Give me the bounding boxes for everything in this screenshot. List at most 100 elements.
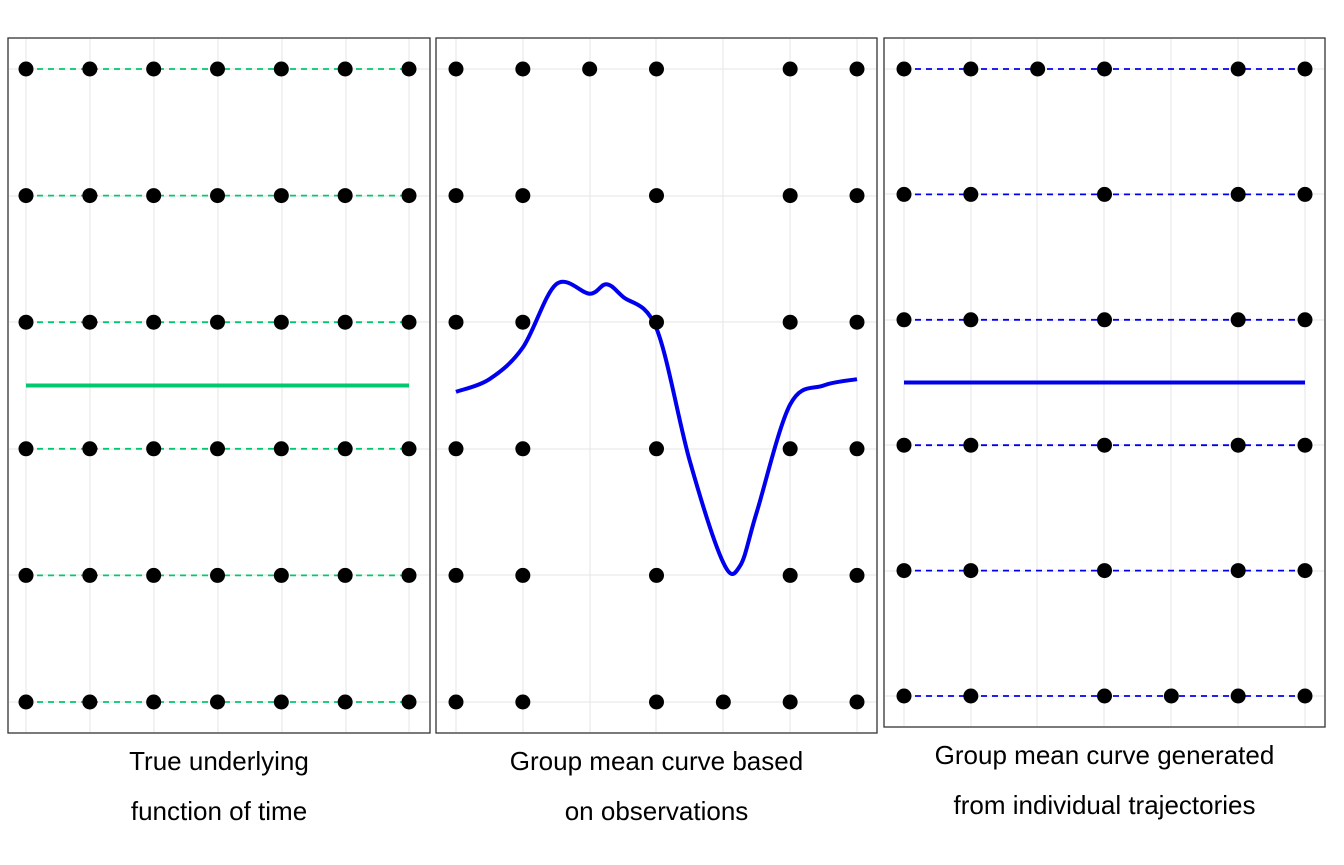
panel-3-point-5-3 [1097, 563, 1112, 579]
panel-3-point-4-2 [963, 437, 979, 453]
panel-1-point-5-5 [273, 567, 289, 583]
panel-1-point-6-5 [273, 694, 289, 710]
panel-2-caption: Group mean curve based on observations [436, 736, 877, 836]
panel-3-point-1-4 [1097, 61, 1112, 77]
panel-2-point-6-3 [649, 694, 664, 710]
panel-3-point-4-4 [1230, 437, 1246, 453]
panel-2-point-6-6 [849, 694, 865, 710]
panel-1-point-3-4 [210, 314, 225, 330]
panel-2-point-3-2 [515, 314, 531, 330]
panel-1-point-2-4 [210, 188, 225, 204]
panel-1-point-4-5 [273, 441, 289, 457]
panel-3-point-1-1 [896, 61, 912, 77]
panel-1-point-4-7 [401, 441, 417, 457]
panel-2-caption-line-2: on observations [564, 796, 749, 826]
panel-2-point-1-5 [782, 61, 798, 77]
panel-2 [435, 37, 878, 734]
panel-1-point-1-6 [337, 61, 353, 77]
panel-2-point-5-1 [448, 567, 464, 583]
panel-1-point-5-2 [82, 567, 98, 583]
panel-1-point-2-1 [18, 188, 34, 204]
panel-2-point-4-5 [849, 441, 865, 457]
panel-2-point-5-2 [515, 567, 531, 583]
panel-1-point-2-2 [82, 188, 98, 204]
panel-3-point-6-1 [896, 688, 912, 704]
panel-1-point-3-7 [401, 314, 417, 330]
panel-1-point-4-4 [210, 441, 225, 457]
panel-2-point-5-5 [849, 567, 865, 583]
panel-1-point-1-4 [210, 61, 225, 77]
panel-1-point-3-3 [146, 314, 162, 330]
panel-2-point-6-5 [782, 694, 798, 710]
panel-2-point-1-2 [515, 61, 531, 77]
panel-2-point-2-1 [448, 188, 464, 204]
panel-3-point-6-2 [963, 688, 979, 704]
panel-3-point-4-3 [1097, 437, 1112, 453]
panel-3-point-3-5 [1297, 312, 1313, 328]
panel-1-frame [7, 37, 431, 734]
panel-3-point-5-5 [1297, 563, 1313, 579]
panel-1-caption-line-1: True underlying [129, 746, 309, 776]
panel-1-point-3-5 [273, 314, 289, 330]
panel-2-point-2-3 [649, 188, 664, 204]
panel-1-point-1-3 [146, 61, 162, 77]
panel-2-point-1-1 [448, 61, 464, 77]
panel-1-point-1-7 [401, 61, 417, 77]
panel-1-point-5-7 [401, 567, 417, 583]
panel-1-point-1-1 [18, 61, 34, 77]
panel-2-point-4-3 [649, 441, 664, 457]
panel-3-point-6-5 [1230, 688, 1246, 704]
panel-1-point-3-2 [82, 314, 98, 330]
panel-2-point-1-6 [849, 61, 865, 77]
panel-1-point-4-3 [146, 441, 162, 457]
panel-3-frame [883, 37, 1326, 728]
panel-1-point-4-6 [337, 441, 353, 457]
panel-1-point-5-3 [146, 567, 162, 583]
panel-2-point-3-1 [448, 314, 464, 330]
panel-1-point-1-5 [273, 61, 289, 77]
panel-3-point-2-4 [1230, 186, 1246, 202]
panel-3-point-6-6 [1297, 688, 1313, 704]
panel-2-point-6-2 [515, 694, 531, 710]
panel-2-point-2-5 [849, 188, 865, 204]
panel-3-caption: Group mean curve generated from individu… [884, 730, 1325, 830]
panel-3-point-2-1 [896, 186, 912, 202]
panel-3-point-4-1 [896, 437, 912, 453]
panel-3-point-6-3 [1097, 688, 1112, 704]
panel-3-point-3-2 [963, 312, 979, 328]
panel-1-point-2-6 [337, 188, 353, 204]
panel-3-caption-line-1: Group mean curve generated [934, 740, 1275, 770]
panel-3-point-1-6 [1297, 61, 1313, 77]
panel-3-point-1-3 [1030, 61, 1046, 77]
panel-3-point-3-4 [1230, 312, 1246, 328]
panel-1-point-2-5 [273, 188, 289, 204]
panel-3-point-2-2 [963, 186, 979, 202]
panel-1-caption-line-2: function of time [130, 796, 308, 826]
panel-1-point-1-2 [82, 61, 98, 77]
panel-1-point-5-6 [337, 567, 353, 583]
panel-1-point-3-1 [18, 314, 34, 330]
panel-2-point-4-4 [782, 441, 798, 457]
panel-3-point-4-5 [1297, 437, 1313, 453]
panel-1 [7, 37, 431, 734]
panel-2-point-6-1 [448, 694, 464, 710]
panel-3-point-1-2 [963, 61, 979, 77]
panel-3-point-1-5 [1230, 61, 1246, 77]
panel-3 [883, 37, 1326, 728]
panel-3-point-6-4 [1163, 688, 1179, 704]
panel-2-point-1-4 [649, 61, 664, 77]
panel-1-point-4-2 [82, 441, 98, 457]
panel-2-point-3-4 [782, 314, 798, 330]
panel-1-point-6-2 [82, 694, 98, 710]
panel-3-point-2-3 [1097, 186, 1112, 202]
panel-3-point-3-1 [896, 312, 912, 328]
panel-1-point-6-6 [337, 694, 353, 710]
panel-2-point-4-2 [515, 441, 531, 457]
panel-1-point-2-3 [146, 188, 162, 204]
panel-2-mean-curve [455, 279, 858, 576]
panel-1-point-6-7 [401, 694, 417, 710]
panel-1-point-2-7 [401, 188, 417, 204]
panel-3-caption-line-2: from individual trajectories [953, 790, 1256, 820]
panel-1-point-4-1 [18, 441, 34, 457]
